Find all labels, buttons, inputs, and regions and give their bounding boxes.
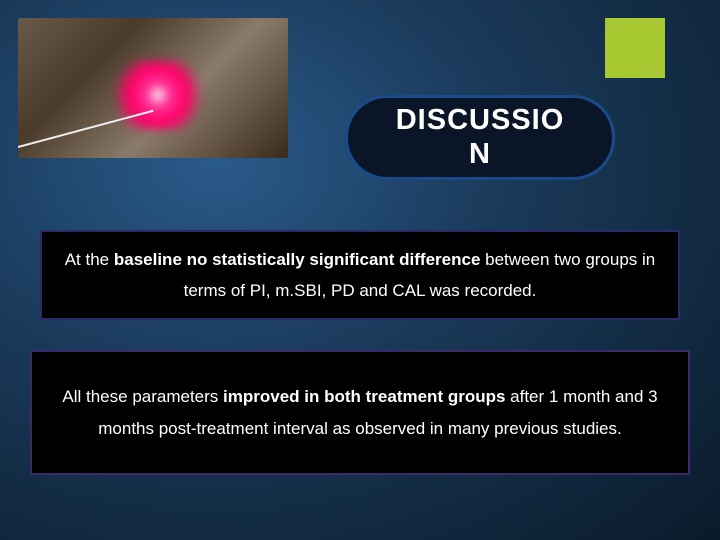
title-box: DISCUSSION bbox=[345, 95, 615, 180]
slide-image bbox=[18, 18, 288, 158]
p2-bold: improved in both treatment groups bbox=[223, 387, 505, 406]
paragraph-1: At the baseline no statistically signifi… bbox=[60, 244, 660, 307]
accent-block bbox=[605, 18, 665, 78]
p2-prefix: All these parameters bbox=[62, 387, 223, 406]
p1-bold: baseline no statistically significant di… bbox=[114, 250, 481, 269]
p1-prefix: At the bbox=[65, 250, 114, 269]
text-box-2: All these parameters improved in both tr… bbox=[30, 350, 690, 475]
paragraph-2: All these parameters improved in both tr… bbox=[50, 381, 670, 444]
text-box-1: At the baseline no statistically signifi… bbox=[40, 230, 680, 320]
title-text: DISCUSSION bbox=[396, 104, 565, 171]
